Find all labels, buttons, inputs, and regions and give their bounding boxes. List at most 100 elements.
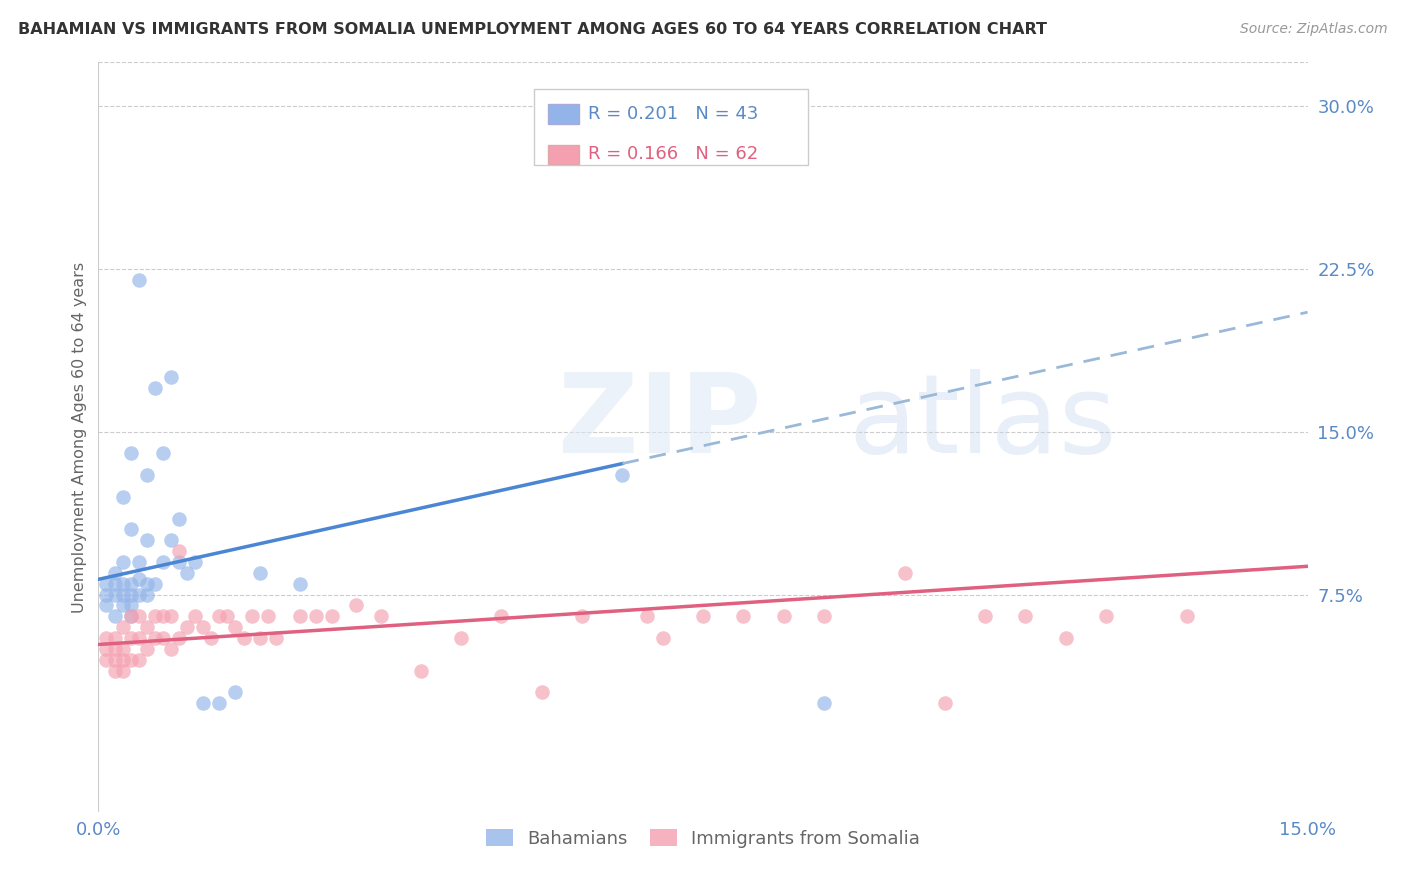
Point: [128, 631, 150, 645]
Point: [208, 609, 231, 624]
Point: [103, 588, 125, 602]
Point: [321, 609, 343, 624]
Point: [135, 641, 157, 656]
Point: [103, 576, 125, 591]
Point: [249, 566, 271, 580]
Point: [176, 566, 198, 580]
Point: [96, 641, 118, 656]
Point: [974, 609, 997, 624]
Point: [193, 696, 215, 710]
Point: [733, 609, 755, 624]
Point: [111, 555, 134, 569]
Point: [96, 576, 118, 591]
Point: [224, 685, 246, 699]
Point: [692, 609, 714, 624]
Point: [128, 588, 150, 602]
Point: [530, 685, 553, 699]
Point: [152, 555, 174, 569]
Point: [288, 609, 311, 624]
Point: [305, 609, 328, 624]
Legend: Bahamians, Immigrants from Somalia: Bahamians, Immigrants from Somalia: [479, 822, 927, 855]
Point: [288, 576, 311, 591]
Point: [96, 588, 118, 602]
Point: [240, 609, 263, 624]
Point: [167, 511, 190, 525]
Point: [111, 653, 134, 667]
Point: [1014, 609, 1036, 624]
Point: [409, 664, 432, 678]
Point: [111, 588, 134, 602]
Text: BAHAMIAN VS IMMIGRANTS FROM SOMALIA UNEMPLOYMENT AMONG AGES 60 TO 64 YEARS CORRE: BAHAMIAN VS IMMIGRANTS FROM SOMALIA UNEM…: [18, 22, 1047, 37]
Point: [184, 609, 207, 624]
Text: atlas: atlas: [848, 368, 1116, 475]
Point: [120, 588, 142, 602]
Point: [143, 631, 166, 645]
Point: [200, 631, 222, 645]
Point: [128, 272, 150, 286]
Point: [103, 653, 125, 667]
Point: [120, 576, 142, 591]
Point: [120, 653, 142, 667]
Text: R = 0.166   N = 62: R = 0.166 N = 62: [588, 145, 758, 163]
Point: [813, 609, 835, 624]
Point: [143, 576, 166, 591]
Point: [111, 490, 134, 504]
Point: [224, 620, 246, 634]
Y-axis label: Unemployment Among Ages 60 to 64 years: Unemployment Among Ages 60 to 64 years: [72, 261, 87, 613]
Point: [249, 631, 271, 645]
Text: R = 0.201   N = 43: R = 0.201 N = 43: [588, 105, 758, 123]
Point: [651, 631, 673, 645]
Point: [636, 609, 658, 624]
Point: [1175, 609, 1198, 624]
Point: [152, 609, 174, 624]
Point: [167, 555, 190, 569]
Point: [128, 653, 150, 667]
Point: [813, 696, 835, 710]
Point: [217, 609, 239, 624]
Point: [120, 609, 142, 624]
Point: [135, 468, 157, 483]
Point: [103, 566, 125, 580]
Point: [135, 576, 157, 591]
Point: [256, 609, 278, 624]
Point: [934, 696, 956, 710]
Point: [120, 446, 142, 460]
Point: [96, 631, 118, 645]
Point: [184, 555, 207, 569]
Point: [772, 609, 794, 624]
Point: [232, 631, 254, 645]
Point: [111, 664, 134, 678]
Point: [208, 696, 231, 710]
Point: [111, 576, 134, 591]
Point: [103, 631, 125, 645]
Point: [128, 555, 150, 569]
Point: [128, 572, 150, 586]
Point: [167, 544, 190, 558]
Point: [160, 370, 183, 384]
Point: [264, 631, 287, 645]
Point: [193, 620, 215, 634]
Text: Source: ZipAtlas.com: Source: ZipAtlas.com: [1240, 22, 1388, 37]
Point: [120, 631, 142, 645]
Point: [103, 664, 125, 678]
Point: [167, 631, 190, 645]
Point: [143, 381, 166, 395]
Point: [152, 446, 174, 460]
Point: [111, 641, 134, 656]
Point: [96, 653, 118, 667]
Point: [111, 620, 134, 634]
Point: [103, 609, 125, 624]
Point: [612, 468, 634, 483]
Point: [1054, 631, 1077, 645]
Point: [111, 599, 134, 613]
Point: [135, 620, 157, 634]
Point: [135, 533, 157, 548]
Point: [893, 566, 915, 580]
Point: [160, 533, 183, 548]
Point: [135, 588, 157, 602]
Point: [160, 641, 183, 656]
Text: ZIP: ZIP: [558, 368, 761, 475]
Point: [120, 599, 142, 613]
Point: [176, 620, 198, 634]
Point: [152, 631, 174, 645]
